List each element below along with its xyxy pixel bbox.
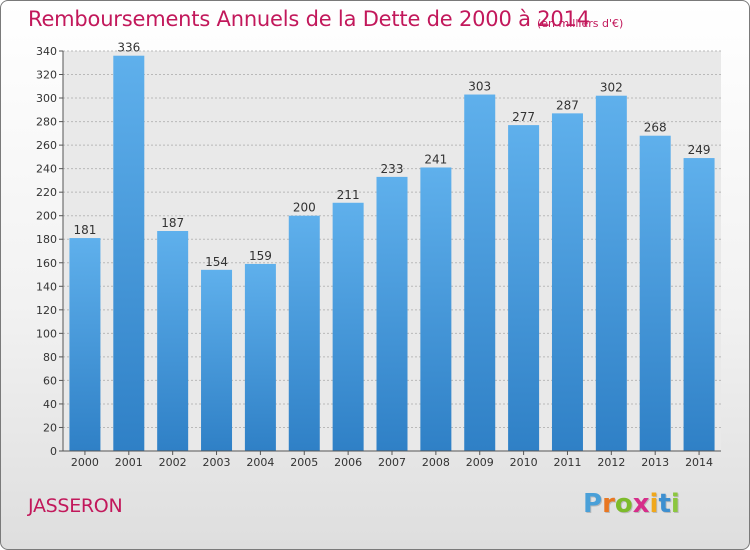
x-tick-label-2014: 2014 [685, 456, 713, 469]
y-tick-label: 100 [36, 327, 57, 340]
y-tick-label: 320 [36, 69, 57, 82]
value-label-2010: 277 [512, 110, 535, 124]
y-tick-label: 0 [50, 445, 57, 458]
proxiti-logo: Proxiti [583, 489, 680, 519]
x-tick-label-2005: 2005 [290, 456, 318, 469]
x-tick-label-2002: 2002 [159, 456, 187, 469]
commune-name: JASSERON [28, 495, 123, 517]
x-tick-label-2012: 2012 [597, 456, 625, 469]
bar-2010 [508, 125, 540, 451]
value-label-2014: 249 [688, 143, 711, 157]
y-tick-label: 220 [36, 186, 57, 199]
value-label-2011: 287 [556, 98, 579, 112]
chart-title: Remboursements Annuels de la Dette de 20… [28, 7, 590, 31]
labels: 0 20 40 60 80 100 120 140 160 180 200 220 240 260 280 3… [36, 41, 713, 469]
x-tick-label-2010: 2010 [510, 456, 538, 469]
bar-2005 [288, 215, 320, 451]
bar-2013 [639, 135, 671, 452]
bars [69, 55, 715, 452]
y-tick-label: 240 [36, 163, 57, 176]
y-tick-label: 340 [36, 45, 57, 58]
y-tick-label: 180 [36, 233, 57, 246]
x-tick-label-2011: 2011 [553, 456, 581, 469]
y-tick-label: 260 [36, 139, 57, 152]
y-tick-label: 20 [43, 421, 57, 434]
axes [59, 50, 721, 455]
logo-letter: x [632, 489, 650, 519]
value-label-2005: 200 [293, 201, 316, 215]
y-tick-label: 160 [36, 257, 57, 270]
bar-2004 [244, 263, 276, 451]
bar-2000 [69, 238, 101, 451]
x-tick-label-2006: 2006 [334, 456, 362, 469]
bar-2014 [683, 158, 715, 451]
x-tick-label-2008: 2008 [422, 456, 450, 469]
x-tick-label-2007: 2007 [378, 456, 406, 469]
bar-2003 [201, 269, 233, 451]
value-label-2001: 336 [117, 41, 140, 55]
bar-2001 [113, 55, 145, 452]
logo-letter: o [614, 489, 633, 519]
bar-2006 [332, 202, 364, 451]
chart-subtitle: (en milliers d'€) [537, 17, 624, 30]
y-tick-label: 280 [36, 116, 57, 129]
x-tick-label-2001: 2001 [115, 456, 143, 469]
value-label-2009: 303 [468, 80, 491, 94]
bar-2007 [376, 176, 408, 451]
logo-letter: t [658, 489, 671, 519]
value-label-2013: 268 [644, 121, 667, 135]
value-label-2004: 159 [249, 249, 272, 263]
bar-2008 [420, 167, 452, 451]
value-label-2012: 302 [600, 81, 623, 95]
logo-letter: P [583, 489, 603, 519]
value-label-2000: 181 [73, 223, 96, 237]
value-label-2002: 187 [161, 216, 184, 230]
value-label-2003: 154 [205, 255, 228, 269]
y-tick-label: 300 [36, 92, 57, 105]
logo-letter: i [649, 489, 659, 519]
x-tick-label-2013: 2013 [641, 456, 669, 469]
value-label-2008: 241 [424, 152, 447, 166]
value-label-2006: 211 [337, 188, 360, 202]
y-tick-label: 40 [43, 398, 57, 411]
y-tick-label: 200 [36, 210, 57, 223]
y-tick-label: 120 [36, 304, 57, 317]
x-tick-label-2000: 2000 [71, 456, 99, 469]
bar-2012 [595, 95, 627, 452]
value-label-2007: 233 [381, 162, 404, 176]
y-tick-label: 80 [43, 351, 57, 364]
y-tick-label: 140 [36, 280, 57, 293]
logo-letter: r [602, 489, 615, 519]
x-tick-label-2003: 2003 [203, 456, 231, 469]
bar-2002 [157, 231, 189, 451]
logo-letter: i [670, 489, 680, 519]
bar-2011 [551, 113, 583, 452]
bar-2009 [464, 94, 496, 451]
y-tick-label: 60 [43, 374, 57, 387]
x-tick-label-2009: 2009 [466, 456, 494, 469]
x-tick-label-2004: 2004 [246, 456, 274, 469]
